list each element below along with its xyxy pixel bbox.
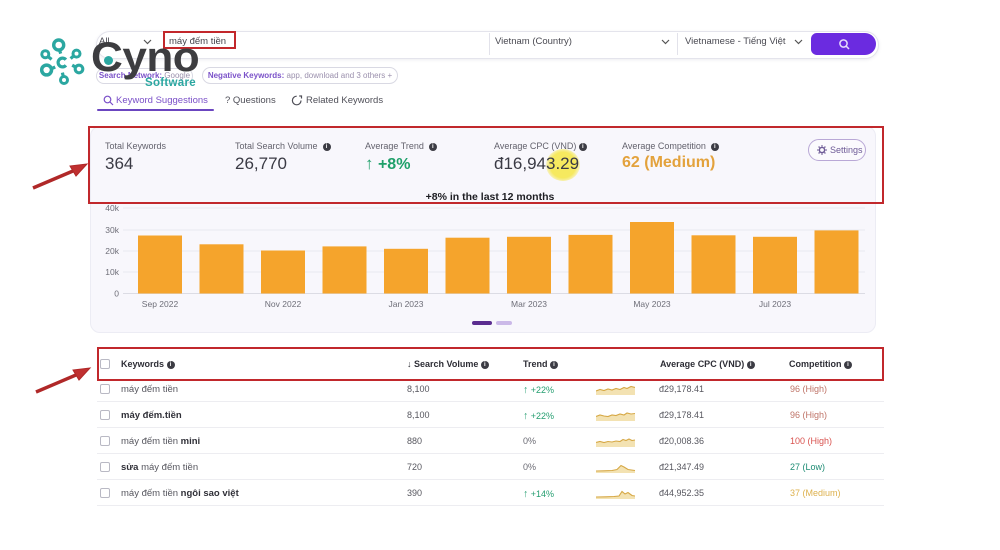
svg-text:30k: 30k bbox=[105, 225, 119, 235]
svg-text:Jul 2023: Jul 2023 bbox=[759, 299, 791, 309]
svg-text:0: 0 bbox=[114, 289, 119, 299]
svg-text:40k: 40k bbox=[105, 203, 119, 213]
svg-text:Sep 2022: Sep 2022 bbox=[142, 299, 179, 309]
svg-text:Mar 2023: Mar 2023 bbox=[511, 299, 547, 309]
svg-text:10k: 10k bbox=[105, 267, 119, 277]
svg-text:May 2023: May 2023 bbox=[633, 299, 671, 309]
svg-text:20k: 20k bbox=[105, 246, 119, 256]
svg-text:Jan 2023: Jan 2023 bbox=[389, 299, 424, 309]
svg-text:Nov 2022: Nov 2022 bbox=[265, 299, 302, 309]
